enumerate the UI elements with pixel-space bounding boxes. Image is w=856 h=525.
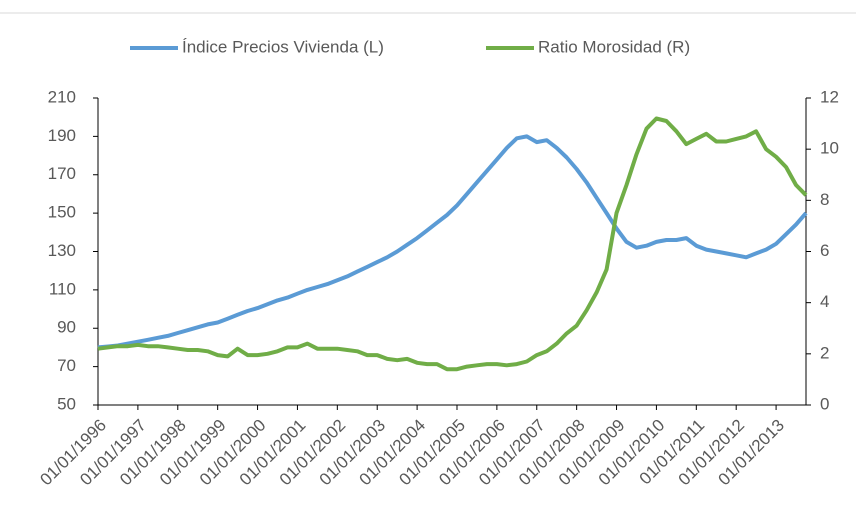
y2-tick-label: 12 (820, 87, 839, 106)
y-tick-label: 170 (48, 164, 76, 183)
y-tick-label: 150 (48, 203, 76, 222)
legend-label: Ratio Morosidad (R) (538, 37, 690, 56)
y2-tick-label: 4 (820, 292, 829, 311)
y-tick-label: 110 (49, 279, 76, 298)
series-line (97, 134, 808, 350)
y-tick-label: 130 (48, 241, 76, 260)
y2-tick-label: 0 (820, 394, 829, 413)
legend-label: Índice Precios Vivienda (L) (182, 37, 384, 56)
y-tick-label: 210 (48, 87, 76, 106)
y2-tick-label: 6 (820, 241, 829, 260)
y2-tick-label: 10 (820, 139, 839, 158)
y-tick-label: 50 (57, 394, 76, 413)
y2-tick-label: 2 (820, 343, 829, 362)
y-tick-label: 70 (57, 356, 76, 375)
series-line (97, 116, 808, 372)
y2-tick-label: 8 (820, 190, 829, 209)
y-tick-label: 90 (57, 318, 76, 337)
y-tick-label: 190 (48, 126, 76, 145)
